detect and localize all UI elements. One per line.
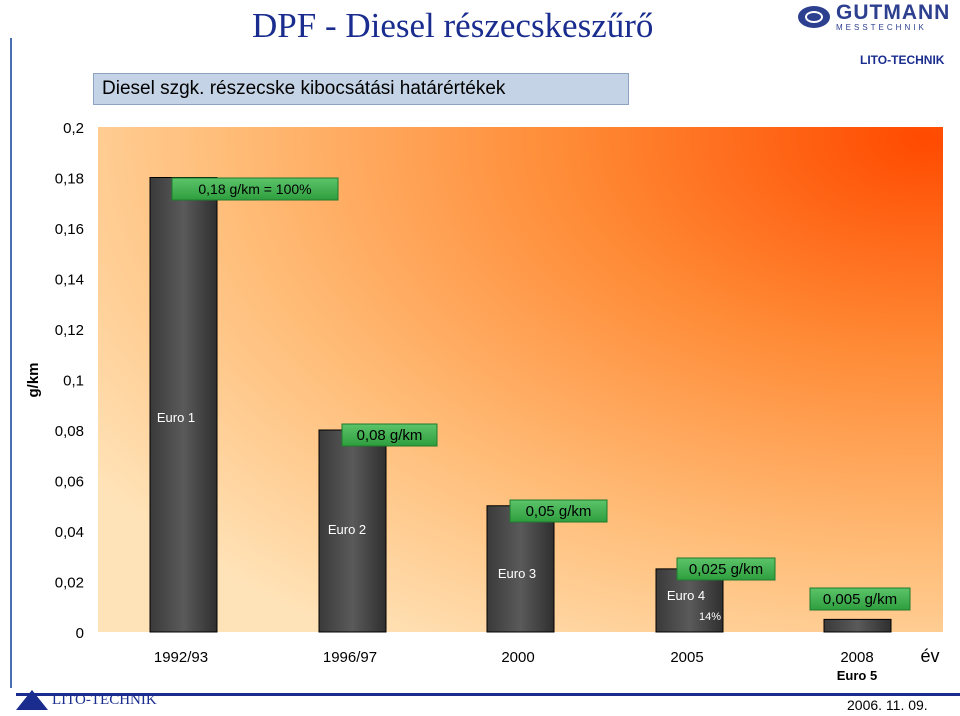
x-tick-label: 2008 xyxy=(840,649,873,666)
footer-brand-text: LITO-TECHNIK xyxy=(52,691,157,708)
value-label-box xyxy=(676,557,776,581)
bar xyxy=(823,618,892,633)
gutmann-logo: GUTMANN MESSTECHNIK xyxy=(798,2,950,32)
logo-main-text: GUTMANN xyxy=(836,1,951,24)
footer-date: 2006. 11. 09. xyxy=(847,697,928,713)
y-tick-label: 0 xyxy=(76,625,84,642)
y-tick-label: 0,1 xyxy=(63,373,84,390)
chart-title: Diesel szgk. részecske kibocsátási határ… xyxy=(93,73,629,105)
footer-brand: LITO-TECHNIK xyxy=(16,690,157,710)
y-tick-label: 0,16 xyxy=(55,221,84,238)
y-tick-label: 0,14 xyxy=(55,272,84,289)
footer-line xyxy=(16,693,960,696)
x-tick-label: 2005 xyxy=(670,649,703,666)
gutmann-logo-icon xyxy=(798,6,830,28)
x-axis-label: év xyxy=(920,646,939,666)
y-tick-label: 0,18 xyxy=(55,171,84,188)
value-label-box xyxy=(171,177,339,201)
y-tick-label: 0,04 xyxy=(55,524,84,541)
y-tick-label: 0,08 xyxy=(55,423,84,440)
euro-label: Euro 5 xyxy=(837,668,877,683)
logo-sub-text: MESSTECHNIK xyxy=(836,23,927,32)
x-tick-label: 2000 xyxy=(501,649,534,666)
page-title: DPF - Diesel részecskeszűrő xyxy=(252,6,654,45)
data-label: 0,18 g/km = 100% xyxy=(198,181,311,197)
y-tick-label: 0,06 xyxy=(55,474,84,491)
bar xyxy=(486,505,555,633)
value-label-box xyxy=(341,423,438,447)
y-tick-label: 0,2 xyxy=(63,120,84,137)
euro-label: Euro 1 xyxy=(157,410,195,425)
y-axis-label: g/km xyxy=(25,362,42,397)
data-label: 0,005 g/km xyxy=(823,591,897,608)
euro-label: Euro 2 xyxy=(328,522,366,537)
y-tick-label: 0,02 xyxy=(55,575,84,592)
annotation-label: 14% xyxy=(699,611,721,623)
value-label-box xyxy=(809,587,911,611)
bar xyxy=(149,177,218,633)
bar xyxy=(318,429,387,633)
footer-logo-icon xyxy=(16,690,48,710)
brand-top: LITO-TECHNIK xyxy=(860,53,945,67)
data-label: 0,025 g/km xyxy=(689,561,763,578)
data-label: 0,08 g/km xyxy=(357,427,423,444)
euro-label: Euro 3 xyxy=(498,566,536,581)
x-tick-label: 1992/93 xyxy=(154,649,208,666)
x-tick-label: 1996/97 xyxy=(323,649,377,666)
euro-label: Euro 4 xyxy=(667,588,705,603)
left-accent-line xyxy=(10,38,12,688)
y-tick-label: 0,12 xyxy=(55,322,84,339)
value-label-box xyxy=(509,499,608,523)
data-label: 0,05 g/km xyxy=(526,503,592,520)
